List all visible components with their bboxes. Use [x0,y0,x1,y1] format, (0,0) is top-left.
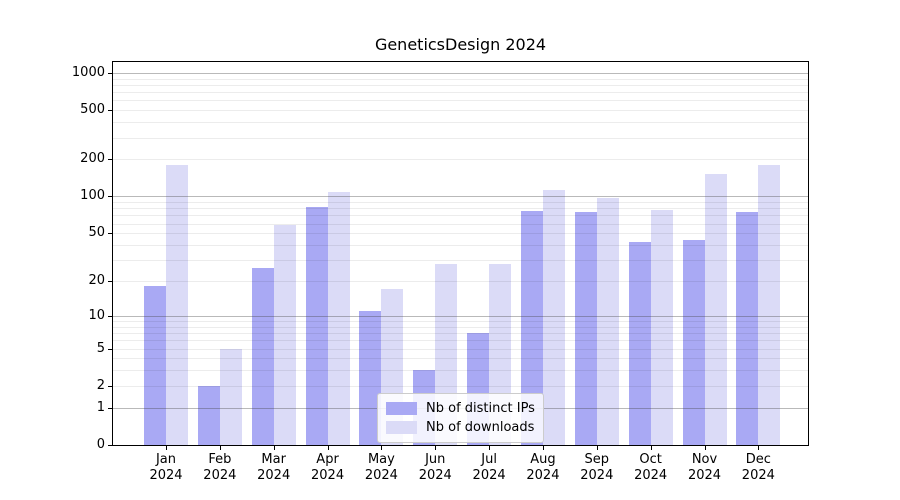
x-axis-tick [489,446,491,450]
y-tick-label: 200 [80,151,105,167]
x-tick-label: Jan 2024 [149,452,183,483]
x-axis-tick [596,446,598,450]
x-axis-tick [758,446,760,450]
legend-label-downloads: Nb of downloads [426,420,535,435]
bar-downloads [219,348,242,445]
y-tick-label: 10 [88,307,105,323]
y-axis-tick [108,407,112,409]
x-tick-label: Mar 2024 [257,452,291,483]
y-tick-label: 50 [88,225,105,241]
bar-distinct-ips [251,267,274,445]
y-axis-tick [108,445,112,446]
legend-swatch-downloads-icon [386,421,417,434]
legend-row-downloads: Nb of downloads [386,418,535,437]
bar-distinct-ips [574,212,597,445]
plot-area: Nb of distinct IPs Nb of downloads [112,61,809,446]
bar-distinct-ips [144,286,166,445]
x-tick-label: Jul 2024 [472,452,506,483]
y-axis-tick [108,348,112,350]
bar-downloads [166,165,188,445]
y-axis-tick [108,281,112,283]
y-tick-label: 500 [80,102,105,118]
y-tick-label: 20 [88,273,105,289]
y-axis-tick [108,196,112,198]
y-tick-label: 1000 [71,64,105,80]
x-tick-label: Feb 2024 [203,452,237,483]
bar-downloads [596,197,619,445]
legend-swatch-distinct-ips-icon [386,402,417,415]
x-tick-label: May 2024 [364,452,398,483]
y-axis-tick [108,110,112,112]
x-tick-label: Aug 2024 [526,452,560,483]
bar-downloads [542,189,565,445]
legend-label-distinct-ips: Nb of distinct IPs [426,401,535,416]
x-tick-label: Nov 2024 [687,452,722,483]
y-tick-label: 1 [96,399,105,415]
bar-distinct-ips [305,207,328,445]
bar-distinct-ips [197,385,220,445]
x-axis-tick [435,446,437,450]
x-axis-tick [273,446,275,450]
bar-downloads [327,192,350,445]
y-tick-label: 0 [96,437,105,452]
bar-distinct-ips [682,240,705,445]
bar-distinct-ips [628,242,651,445]
bar-downloads [704,174,727,445]
y-axis-tick [108,159,112,161]
y-tick-label: 5 [96,340,105,356]
x-tick-label: Oct 2024 [634,452,668,483]
y-tick-label: 2 [96,377,105,393]
bar-distinct-ips [359,311,382,445]
x-axis-tick [327,446,329,450]
x-axis-tick [166,446,167,450]
bars-layer [113,62,808,445]
x-axis-tick [219,446,221,450]
legend: Nb of distinct IPs Nb of downloads [377,393,544,443]
x-axis-tick [381,446,383,450]
legend-row-distinct-ips: Nb of distinct IPs [386,399,535,418]
x-tick-label: Apr 2024 [311,452,345,483]
bar-downloads [273,225,296,445]
x-axis-tick [704,446,706,450]
x-axis-tick [542,446,544,450]
x-tick-label: Jun 2024 [418,452,452,483]
chart-title: GeneticsDesign 2024 [374,35,547,54]
x-tick-label: Sep 2024 [580,452,614,483]
y-axis-tick [108,385,112,387]
bar-distinct-ips [520,211,543,445]
y-axis-tick [108,72,112,74]
y-tick-label: 100 [80,188,105,204]
x-tick-label: Dec 2024 [741,452,775,483]
y-axis-tick [108,233,112,235]
bar-distinct-ips [736,211,759,445]
bar-downloads [650,209,673,445]
y-axis-tick [108,315,112,317]
bar-downloads [758,165,781,445]
x-axis-tick [650,446,652,450]
